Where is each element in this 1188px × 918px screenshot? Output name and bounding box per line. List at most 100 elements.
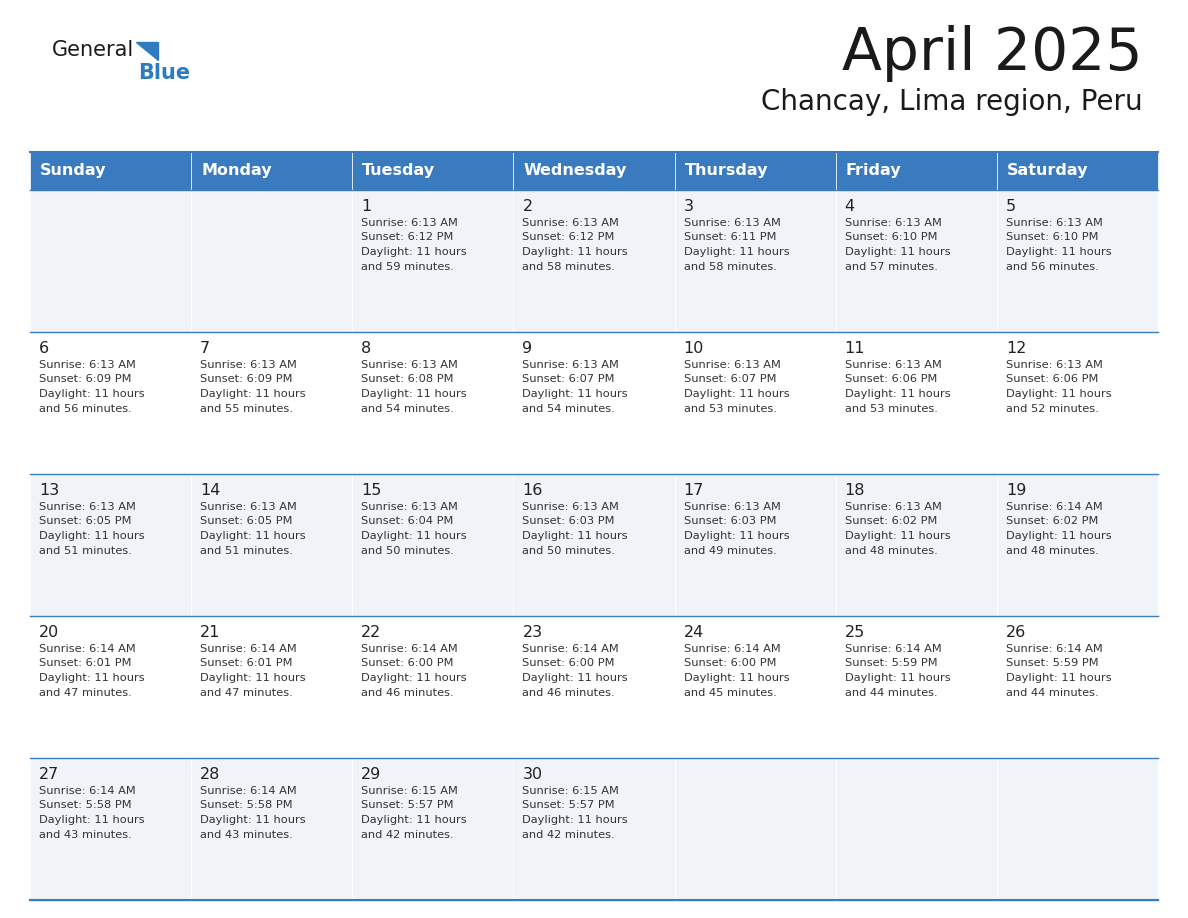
Bar [835,474,997,616]
Text: and 59 minutes.: and 59 minutes. [361,262,454,272]
Text: Daylight: 11 hours: Daylight: 11 hours [523,247,628,257]
Text: and 42 minutes.: and 42 minutes. [361,830,454,839]
Bar [513,332,675,474]
Text: Daylight: 11 hours: Daylight: 11 hours [1006,673,1112,683]
Text: Sunrise: 6:13 AM: Sunrise: 6:13 AM [845,360,942,370]
Text: Sunset: 6:02 PM: Sunset: 6:02 PM [845,517,937,527]
Bar [191,332,353,474]
Text: Sunrise: 6:13 AM: Sunrise: 6:13 AM [683,218,781,228]
Text: Sunrise: 6:13 AM: Sunrise: 6:13 AM [523,502,619,512]
Text: Daylight: 11 hours: Daylight: 11 hours [683,531,789,541]
Bar [835,152,997,190]
Bar [835,616,997,758]
Text: Blue: Blue [138,63,190,83]
Text: Sunset: 6:06 PM: Sunset: 6:06 PM [1006,375,1098,385]
Bar [675,332,835,474]
Bar [513,616,675,758]
Bar [997,616,1158,758]
Text: Sunrise: 6:14 AM: Sunrise: 6:14 AM [361,644,459,654]
Text: Sunrise: 6:14 AM: Sunrise: 6:14 AM [39,786,135,796]
Bar [191,190,353,332]
Text: Sunrise: 6:13 AM: Sunrise: 6:13 AM [361,502,459,512]
Text: Sunset: 6:09 PM: Sunset: 6:09 PM [200,375,292,385]
Text: Sunrise: 6:13 AM: Sunrise: 6:13 AM [683,360,781,370]
Text: Sunrise: 6:14 AM: Sunrise: 6:14 AM [200,644,297,654]
Text: and 46 minutes.: and 46 minutes. [523,688,615,698]
Text: Saturday: Saturday [1007,163,1088,178]
Text: and 44 minutes.: and 44 minutes. [845,688,937,698]
Text: Daylight: 11 hours: Daylight: 11 hours [200,673,305,683]
Bar [835,332,997,474]
Text: 17: 17 [683,483,704,498]
Text: Sunset: 6:06 PM: Sunset: 6:06 PM [845,375,937,385]
Bar [191,152,353,190]
Text: Tuesday: Tuesday [362,163,436,178]
Text: and 54 minutes.: and 54 minutes. [523,404,615,413]
Text: Sunrise: 6:14 AM: Sunrise: 6:14 AM [39,644,135,654]
Text: Daylight: 11 hours: Daylight: 11 hours [523,673,628,683]
Bar [30,152,191,190]
Text: 27: 27 [39,767,59,782]
Text: 14: 14 [200,483,221,498]
Text: Sunrise: 6:13 AM: Sunrise: 6:13 AM [361,360,459,370]
Text: April 2025: April 2025 [842,25,1143,82]
Bar [353,332,513,474]
Text: Sunrise: 6:14 AM: Sunrise: 6:14 AM [200,786,297,796]
Text: Sunset: 6:10 PM: Sunset: 6:10 PM [1006,232,1099,242]
Bar [353,474,513,616]
Text: 5: 5 [1006,199,1016,214]
Text: Daylight: 11 hours: Daylight: 11 hours [683,389,789,399]
Text: Sunrise: 6:14 AM: Sunrise: 6:14 AM [845,644,941,654]
Text: Sunrise: 6:13 AM: Sunrise: 6:13 AM [1006,360,1102,370]
Bar [353,758,513,900]
Bar [191,758,353,900]
Text: Thursday: Thursday [684,163,769,178]
Bar [513,474,675,616]
Text: Sunset: 6:07 PM: Sunset: 6:07 PM [683,375,776,385]
Text: Sunset: 6:00 PM: Sunset: 6:00 PM [683,658,776,668]
Text: and 42 minutes.: and 42 minutes. [523,830,615,839]
Text: and 56 minutes.: and 56 minutes. [1006,262,1099,272]
Text: 16: 16 [523,483,543,498]
Bar [353,616,513,758]
Bar [353,152,513,190]
Bar [997,190,1158,332]
Text: Sunset: 5:58 PM: Sunset: 5:58 PM [39,800,132,811]
Text: Daylight: 11 hours: Daylight: 11 hours [361,247,467,257]
Bar [675,474,835,616]
Bar [513,190,675,332]
Text: Daylight: 11 hours: Daylight: 11 hours [361,815,467,825]
Text: Sunset: 6:11 PM: Sunset: 6:11 PM [683,232,776,242]
Text: Sunrise: 6:13 AM: Sunrise: 6:13 AM [683,502,781,512]
Text: Daylight: 11 hours: Daylight: 11 hours [200,389,305,399]
Text: 24: 24 [683,625,703,640]
Text: Sunset: 6:07 PM: Sunset: 6:07 PM [523,375,615,385]
Text: Sunrise: 6:14 AM: Sunrise: 6:14 AM [523,644,619,654]
Text: General: General [52,40,134,60]
Text: Sunset: 6:02 PM: Sunset: 6:02 PM [1006,517,1098,527]
Bar [675,758,835,900]
Text: 22: 22 [361,625,381,640]
Text: Sunset: 6:09 PM: Sunset: 6:09 PM [39,375,132,385]
Bar [835,190,997,332]
Text: 4: 4 [845,199,855,214]
Text: Daylight: 11 hours: Daylight: 11 hours [39,815,145,825]
Text: and 47 minutes.: and 47 minutes. [200,688,293,698]
Text: Daylight: 11 hours: Daylight: 11 hours [361,673,467,683]
Text: Daylight: 11 hours: Daylight: 11 hours [845,247,950,257]
Text: Daylight: 11 hours: Daylight: 11 hours [683,247,789,257]
Text: Sunset: 6:10 PM: Sunset: 6:10 PM [845,232,937,242]
Bar [30,190,191,332]
Bar [675,616,835,758]
Bar [30,616,191,758]
Text: Sunday: Sunday [40,163,107,178]
Text: and 56 minutes.: and 56 minutes. [39,404,132,413]
Text: Daylight: 11 hours: Daylight: 11 hours [200,815,305,825]
Bar [835,758,997,900]
Text: and 52 minutes.: and 52 minutes. [1006,404,1099,413]
Bar [675,152,835,190]
Text: and 57 minutes.: and 57 minutes. [845,262,937,272]
Text: and 48 minutes.: and 48 minutes. [1006,545,1099,555]
Text: Daylight: 11 hours: Daylight: 11 hours [683,673,789,683]
Text: Daylight: 11 hours: Daylight: 11 hours [523,389,628,399]
